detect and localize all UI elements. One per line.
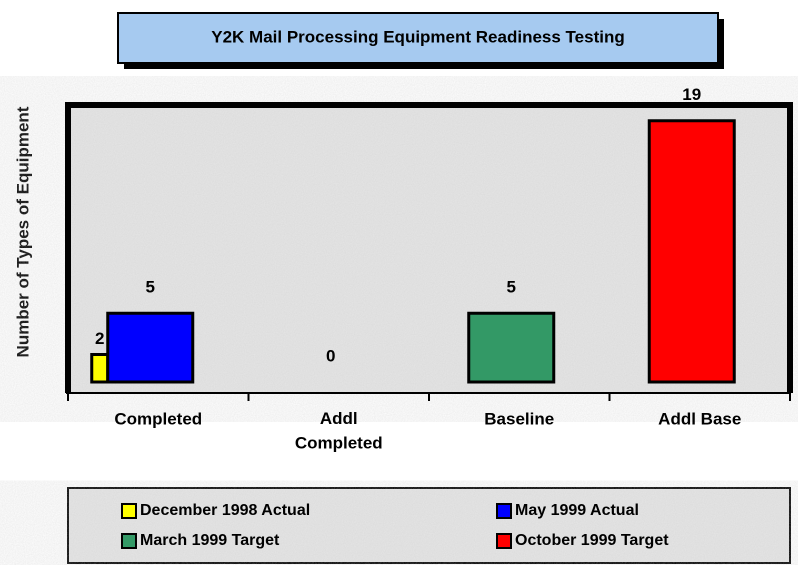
y-axis-label: Number of Types of Equipment — [13, 106, 32, 357]
x-tick-label: Addl Completed — [295, 409, 383, 453]
legend-swatch — [496, 503, 512, 519]
data-label: 0 — [326, 346, 335, 365]
bar — [106, 311, 195, 384]
legend-label: March 1999 Target — [140, 532, 280, 549]
legend-label: October 1999 Target — [515, 532, 669, 549]
legend-swatch — [496, 533, 512, 549]
chart-title: Y2K Mail Processing Equipment Readiness … — [211, 27, 624, 46]
legend-texture — [68, 488, 790, 563]
x-tick-label: Addl Base — [658, 409, 741, 428]
x-tick-label: Completed — [114, 409, 202, 428]
plot-border — [65, 102, 793, 393]
bar — [647, 119, 736, 384]
data-label: 5 — [507, 278, 516, 297]
title-box — [117, 12, 719, 64]
bar — [467, 311, 556, 384]
legend-label: December 1998 Actual — [140, 502, 310, 519]
x-tick-label: Baseline — [484, 409, 554, 428]
data-label: 2 — [95, 329, 104, 348]
data-label: 5 — [146, 278, 155, 297]
data-label: 19 — [682, 85, 701, 104]
legend-label: May 1999 Actual — [515, 502, 639, 519]
legend-swatch — [121, 503, 137, 519]
bar — [90, 353, 110, 384]
legend-swatch — [121, 533, 137, 549]
